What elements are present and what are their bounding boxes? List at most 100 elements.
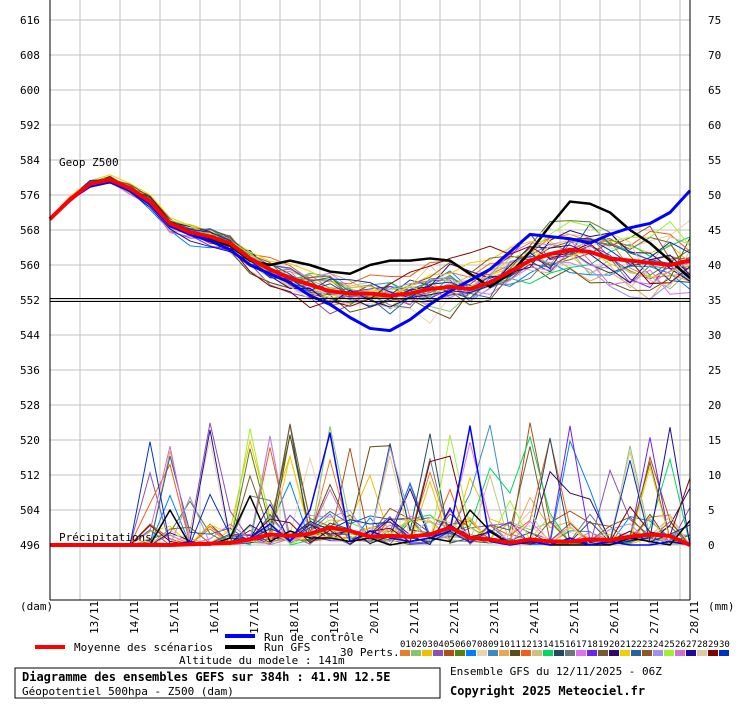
perturbation-swatch (587, 650, 597, 656)
perturbation-07-precip (50, 439, 691, 546)
perturbation-legend: 01 02 03 04 05 06 07 08 09 10 11 12 13 14 15 16 17 18 19 20… (400, 640, 730, 656)
left-tick-label: 528 (20, 399, 40, 412)
right-tick-label: 55 (708, 154, 721, 167)
perturbation-21-precip (50, 456, 691, 546)
x-tick-label: 16/11 (208, 601, 221, 634)
x-tick-label: 19/11 (328, 601, 341, 634)
right-tick-label: 45 (708, 224, 721, 237)
x-tick-label: 20/11 (368, 601, 381, 634)
perturbation-id-label: 19 (598, 640, 609, 650)
x-tick-label: 28/11 (688, 601, 701, 634)
right-tick-label: 65 (708, 84, 721, 97)
right-tick-label: 30 (708, 329, 721, 342)
left-tick-label: 616 (20, 14, 40, 27)
precip-label: Précipitations (59, 531, 152, 544)
perturbation-id-label: 03 (422, 640, 433, 650)
perturbation-swatch (664, 650, 674, 656)
perturbation-swatch (543, 650, 553, 656)
left-tick-label: 584 (20, 154, 40, 167)
perturbation-swatch (444, 650, 454, 656)
geop-label: Geop Z500 (59, 156, 119, 169)
perturbation-id-label: 16 (565, 640, 576, 650)
chart-subtitle: Géopotentiel 500hpa - Z500 (dam) (22, 685, 234, 698)
legend-mean-swatch (35, 645, 65, 649)
perturbation-id-label: 04 (433, 640, 444, 650)
x-tick-label: 18/11 (288, 601, 301, 634)
left-tick-label: 568 (20, 224, 40, 237)
perturbation-swatch (499, 650, 509, 656)
copyright: Copyright 2025 Meteociel.fr (450, 684, 645, 698)
perturbation-id-label: 26 (675, 640, 686, 650)
perturbation-id-label: 05 (444, 640, 455, 650)
perturbation-swatch (400, 650, 410, 656)
perturbation-id-label: 08 (477, 640, 488, 650)
perturbation-swatch (510, 650, 520, 656)
right-tick-label: 20 (708, 399, 721, 412)
x-tick-label: 23/11 (488, 601, 501, 634)
perturbation-swatch (466, 650, 476, 656)
left-tick-label: 496 (20, 539, 40, 552)
perturbation-id-label: 07 (466, 640, 477, 650)
left-tick-label: 576 (20, 189, 40, 202)
left-tick-label: 560 (20, 259, 40, 272)
left-tick-label: 600 (20, 84, 40, 97)
perturbation-id-label: 21 (620, 640, 631, 650)
left-tick-label: 592 (20, 119, 40, 132)
right-tick-label: 15 (708, 434, 721, 447)
perturbation-05-precip (50, 422, 691, 546)
right-tick-label: 10 (708, 469, 721, 482)
x-tick-label: 27/11 (648, 601, 661, 634)
right-tick-label: 60 (708, 119, 721, 132)
right-tick-label: 70 (708, 49, 721, 62)
perturbation-swatch (675, 650, 685, 656)
perturbation-id-label: 28 (697, 640, 708, 650)
right-tick-label: 25 (708, 364, 721, 377)
left-tick-label: 552 (20, 294, 40, 307)
legend-gfs-swatch (225, 645, 255, 649)
left-tick-label: 504 (20, 504, 40, 517)
right-tick-label: 50 (708, 189, 721, 202)
perturbation-id-label: 01 (400, 640, 411, 650)
perturbation-id-label: 27 (686, 640, 697, 650)
left-tick-label: 520 (20, 434, 40, 447)
perturbation-id-label: 13 (532, 640, 543, 650)
perturbation-swatch (708, 650, 718, 656)
perturbation-swatch (631, 650, 641, 656)
perturbation-id-label: 23 (642, 640, 653, 650)
run-info: Ensemble GFS du 12/11/2025 - 06Z (450, 665, 662, 678)
main-series-lines (48, 177, 692, 547)
perturbation-swatch (719, 650, 729, 656)
x-tick-label: 26/11 (608, 601, 621, 634)
perturbation-id-label: 18 (587, 640, 598, 650)
right-tick-label: 35 (708, 294, 721, 307)
right-axis-unit: (mm) (708, 600, 735, 613)
perturbation-swatch (642, 650, 652, 656)
perturbation-swatch (422, 650, 432, 656)
mean-z500-line (48, 177, 691, 298)
left-tick-label: 536 (20, 364, 40, 377)
perturbation-swatch (532, 650, 542, 656)
perturbation-swatch (455, 650, 465, 656)
left-tick-label: 608 (20, 49, 40, 62)
perturbation-id-label: 15 (554, 640, 565, 650)
legend: Moyenne des scénarios Run de contrôle Ru… (35, 631, 730, 667)
perturbation-swatch (565, 650, 575, 656)
perturbation-swatch (697, 650, 707, 656)
perturbation-07-z500 (49, 180, 691, 307)
perts-label: 30 Perts. (340, 646, 400, 659)
perturbation-swatch (598, 650, 608, 656)
x-tick-label: 14/11 (128, 601, 141, 634)
title-box (14, 667, 441, 699)
legend-control-swatch (225, 634, 255, 638)
perturbation-id-label: 30 (719, 640, 730, 650)
legend-mean-label: Moyenne des scénarios (74, 641, 213, 654)
perturbation-swatch (686, 650, 696, 656)
perturbation-id-label: 14 (543, 640, 554, 650)
right-tick-label: 75 (708, 14, 721, 27)
x-tick-label: 21/11 (408, 601, 421, 634)
perturbation-id-label: 29 (708, 640, 719, 650)
perturbation-swatch (609, 650, 619, 656)
perturbation-swatch (411, 650, 421, 656)
left-tick-label: 544 (20, 329, 40, 342)
